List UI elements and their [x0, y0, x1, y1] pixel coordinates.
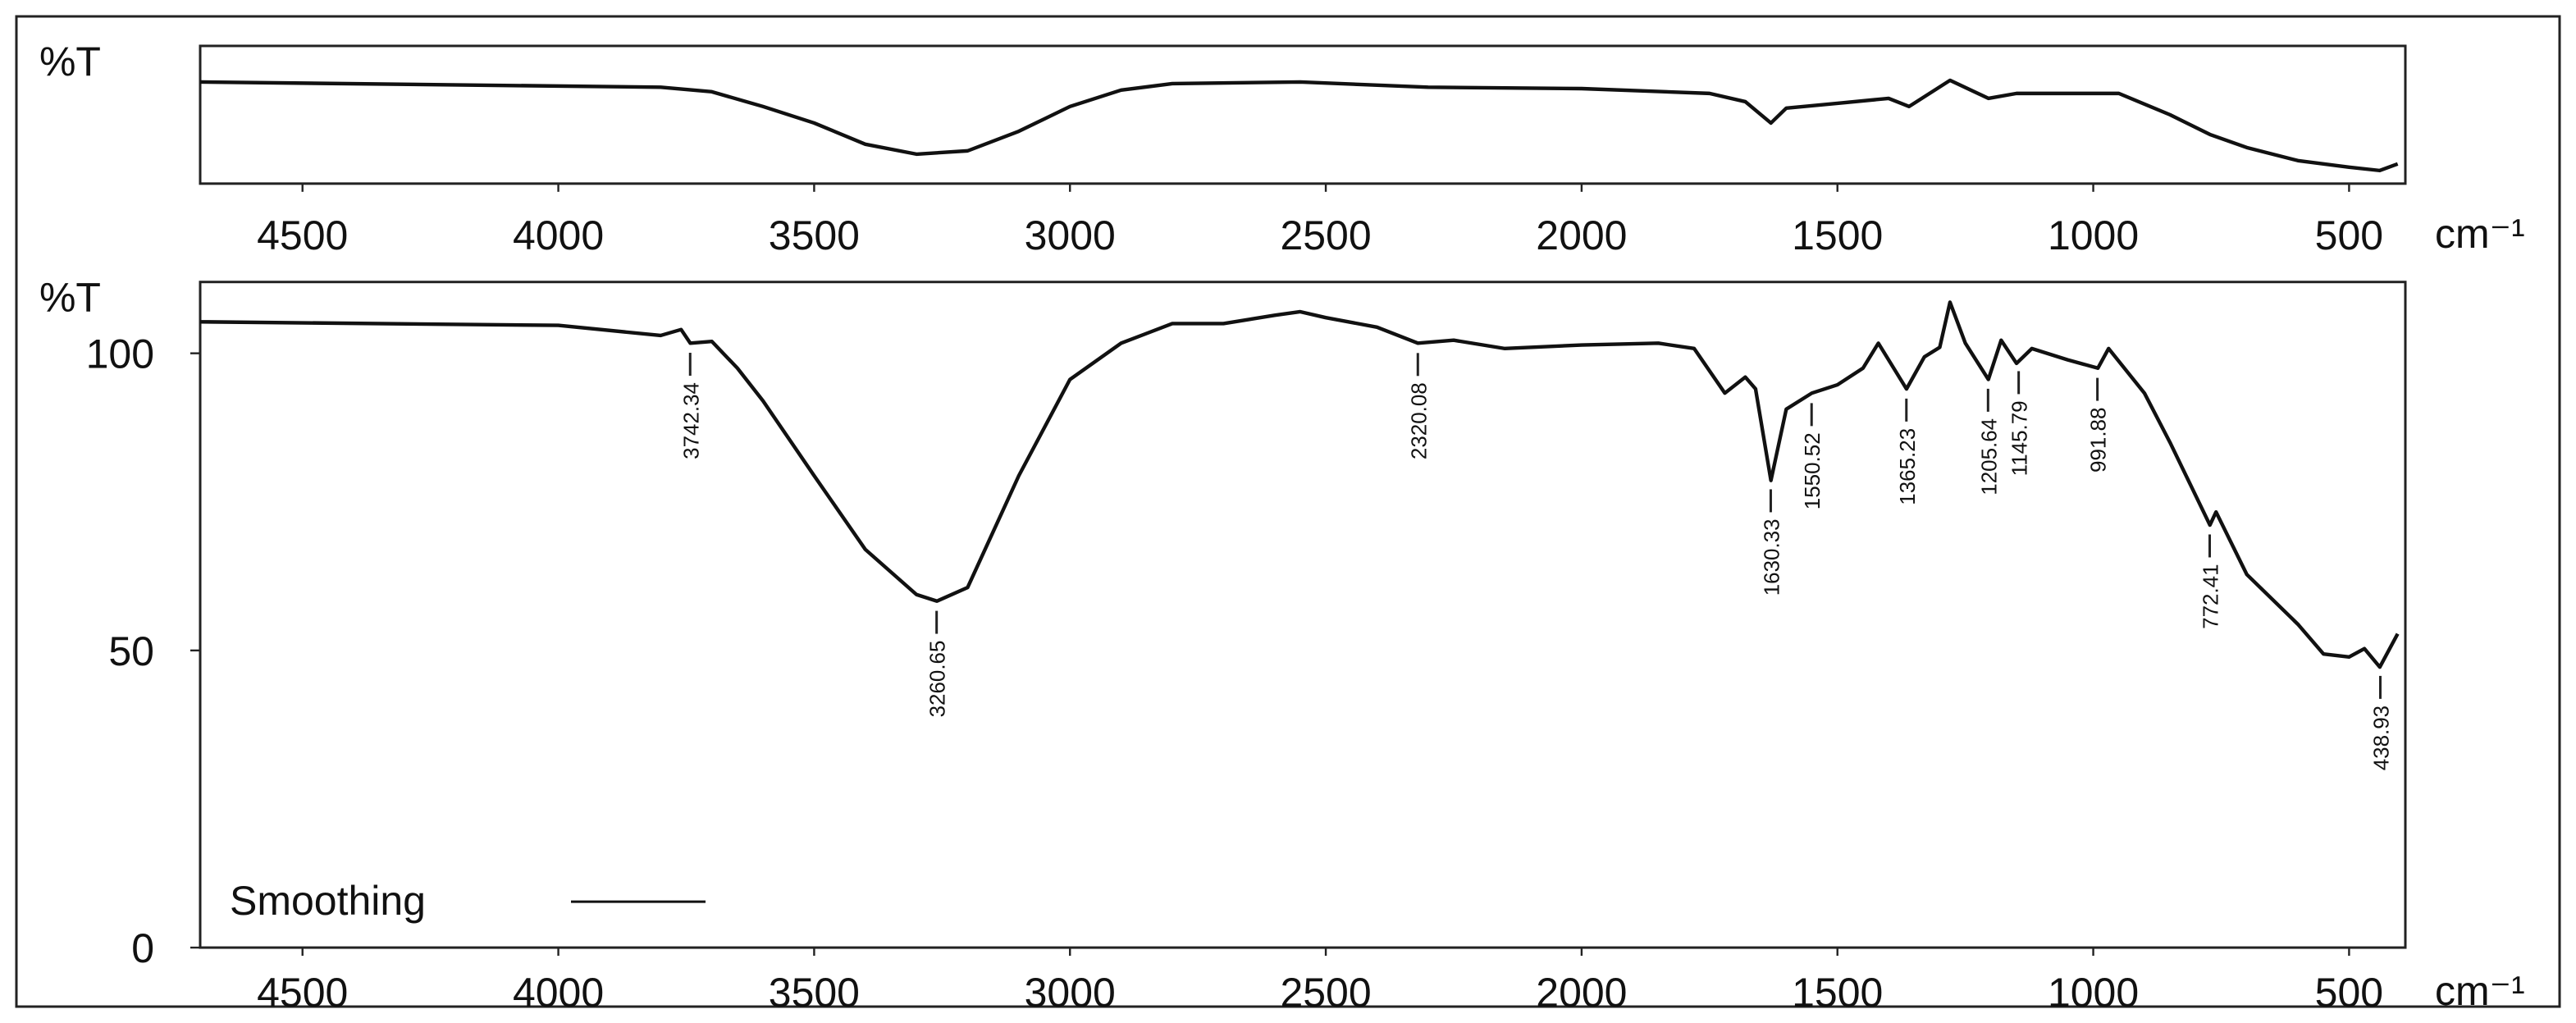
x-tick-label: 3000: [1025, 970, 1116, 1016]
peak-label: 438.93: [2368, 706, 2393, 770]
x-tick-label: 4000: [513, 212, 604, 258]
plot-frame: [199, 44, 2407, 185]
y-tick-label: 0: [131, 925, 154, 971]
x-tick-label: 3500: [769, 970, 860, 1016]
y-tick-label: 100: [86, 331, 154, 377]
peak-label: 1205.64: [1976, 418, 2001, 496]
x-tick-label: 1500: [1792, 212, 1883, 258]
y-axis-label: %T: [39, 39, 101, 84]
x-tick-label: 1500: [1792, 970, 1883, 1016]
peak-label: 1550.52: [1800, 432, 1825, 509]
spectrum-line: [199, 78, 2399, 173]
x-tick-label: 1000: [2048, 212, 2139, 258]
x-tick-label: 4500: [257, 212, 348, 258]
spectrum-line: [199, 300, 2400, 669]
peak-label: 1365.23: [1895, 428, 1920, 505]
y-axis-label: %T: [39, 275, 101, 321]
x-tick-label: 3000: [1025, 212, 1116, 258]
frame: [15, 15, 2561, 1008]
y-tick-label: 50: [108, 628, 154, 674]
x-tick-label: 2500: [1280, 970, 1371, 1016]
x-tick-label: 3500: [769, 212, 860, 258]
peak-label: 1145.79: [2007, 400, 2032, 476]
peak-label: 3742.34: [678, 382, 703, 459]
plot-frame: [199, 281, 2407, 949]
x-tick-label: 2000: [1536, 970, 1627, 1016]
peak-label: 991.88: [2086, 408, 2111, 473]
x-axis-label: cm⁻¹: [2435, 211, 2525, 257]
x-tick-label: 2000: [1536, 212, 1627, 258]
x-tick-label: 500: [2315, 970, 2383, 1016]
x-tick-label: 2500: [1280, 212, 1371, 258]
legend-label: Smoothing: [230, 878, 426, 924]
x-tick-label: 500: [2315, 212, 2383, 258]
x-tick-label: 4500: [257, 970, 348, 1016]
peak-label: 1630.33: [1759, 518, 1784, 596]
peak-label: 2320.08: [1406, 382, 1431, 459]
peak-label: 3260.65: [925, 641, 950, 718]
peak-label: 772.41: [2198, 564, 2222, 628]
x-axis-label: cm⁻¹: [2435, 968, 2525, 1014]
x-tick-label: 4000: [513, 970, 604, 1016]
x-tick-label: 1000: [2048, 970, 2139, 1016]
